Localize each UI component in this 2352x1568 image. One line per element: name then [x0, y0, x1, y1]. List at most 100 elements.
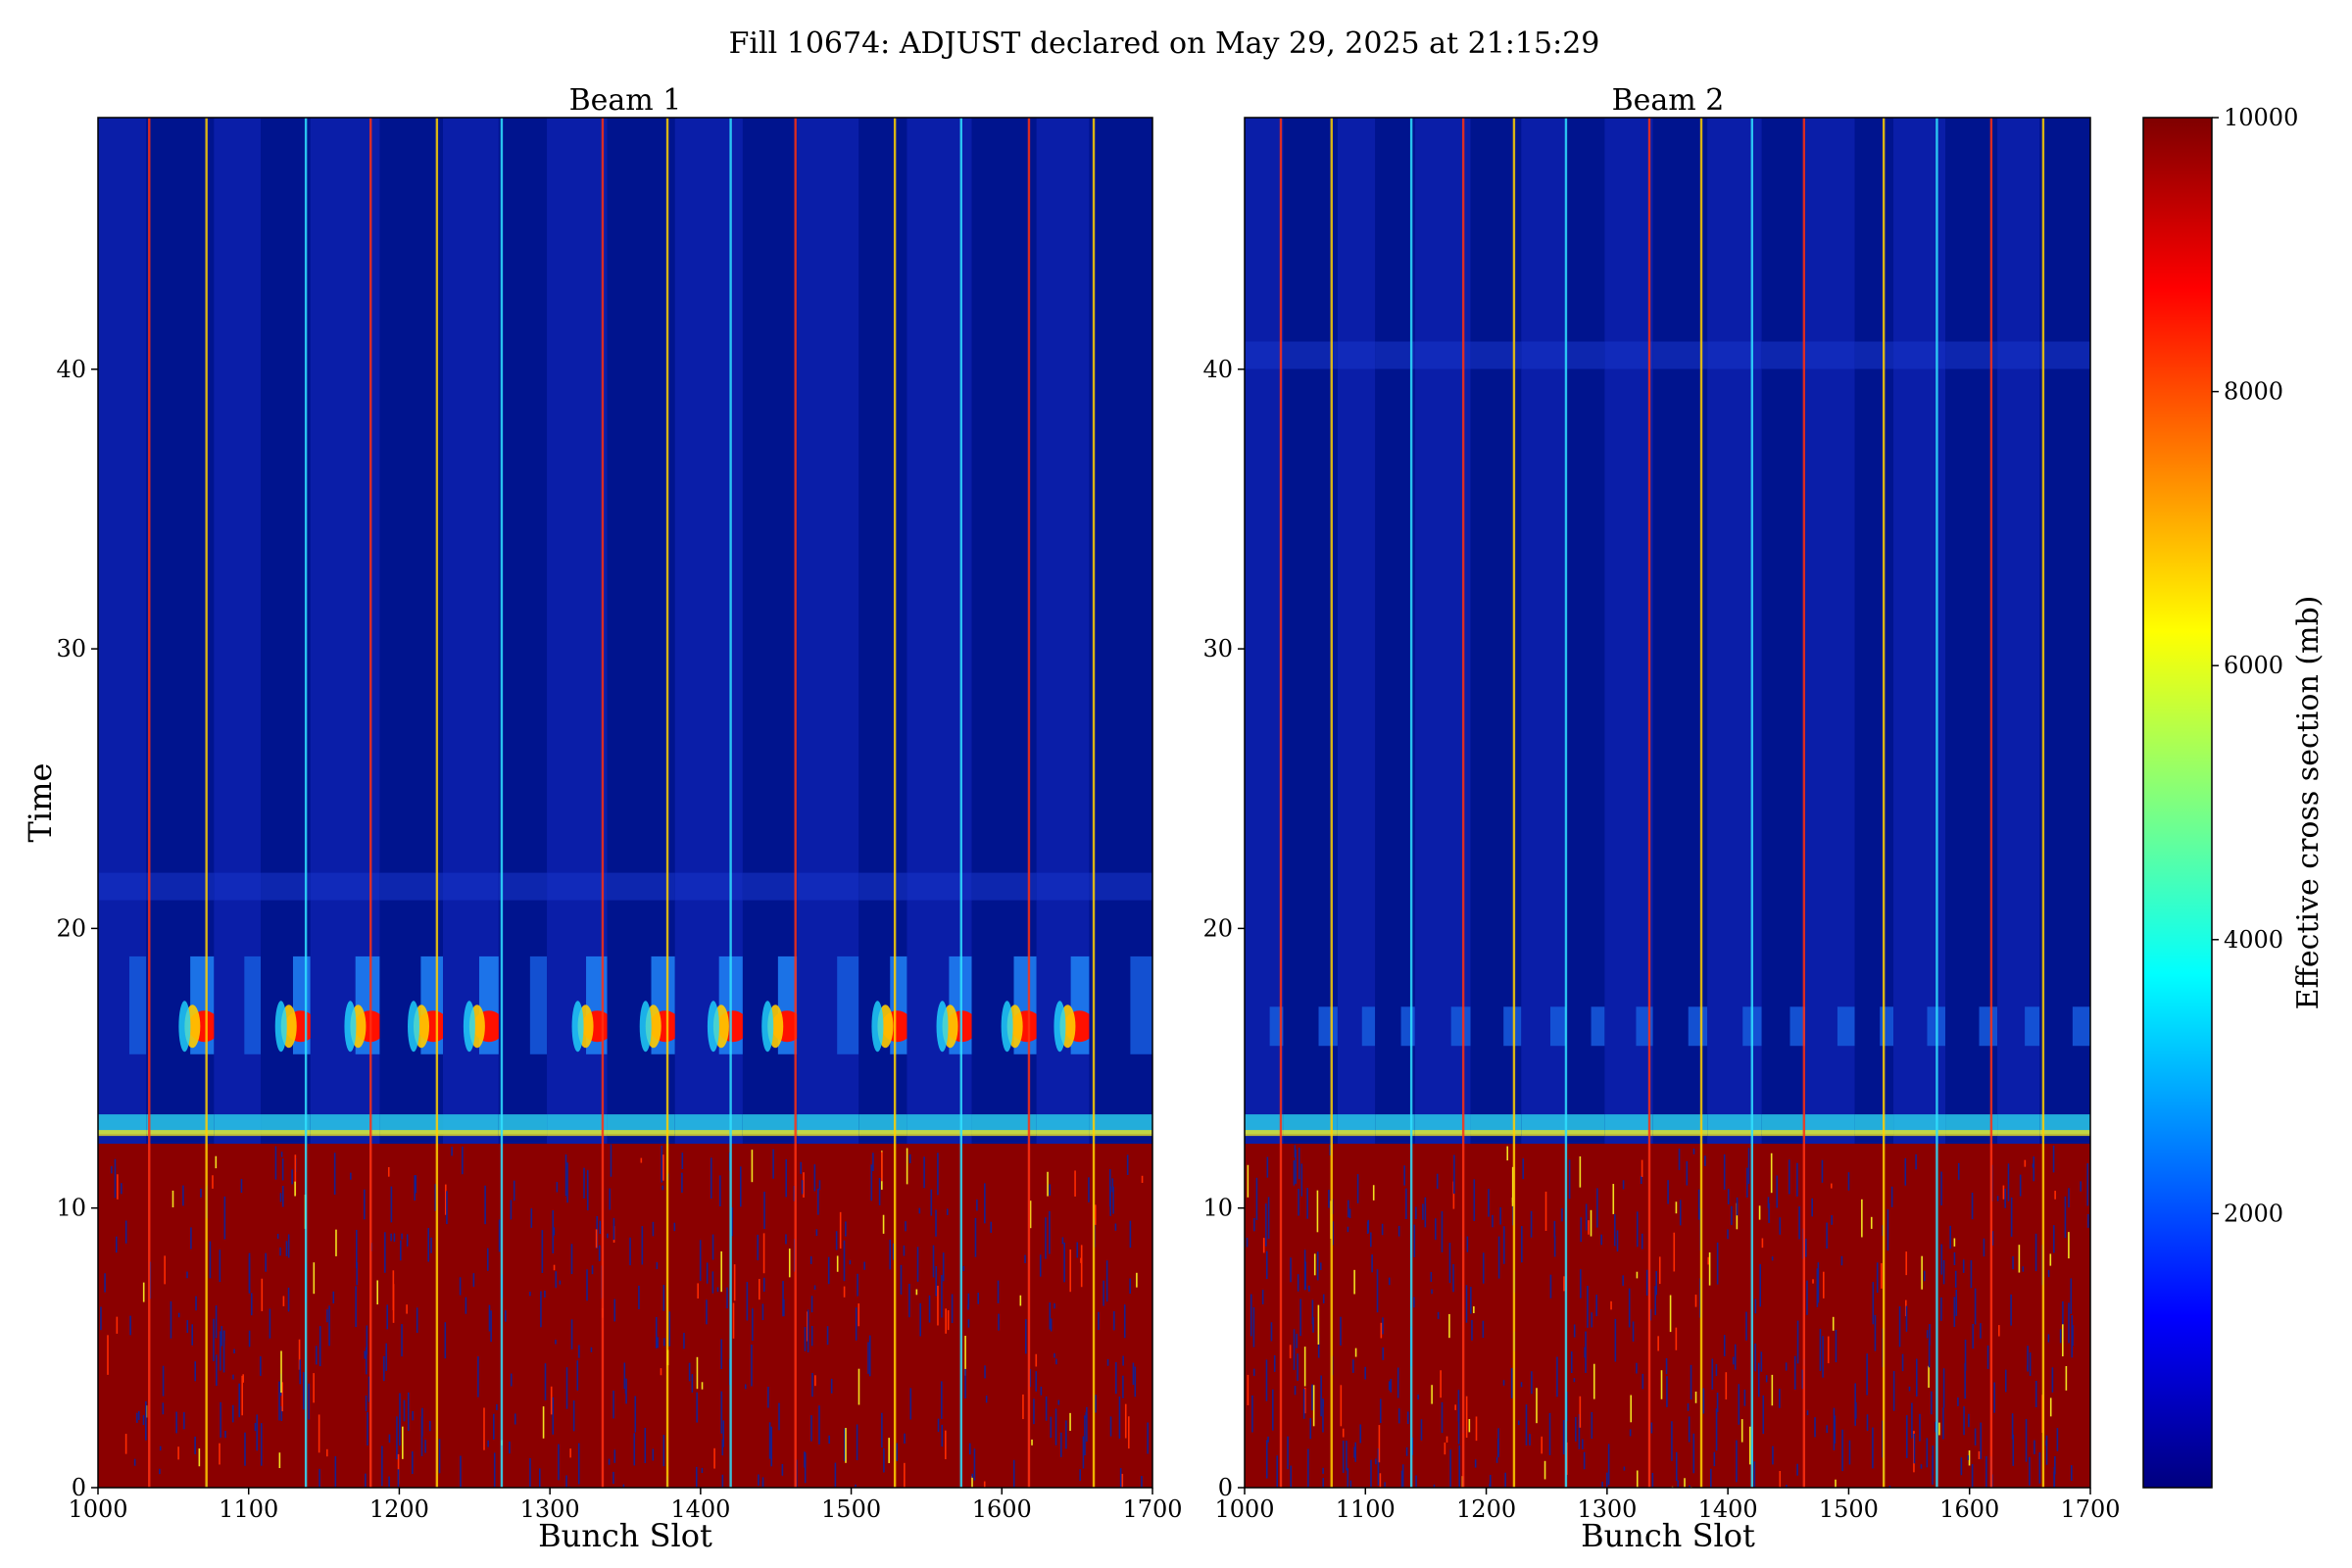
onset-band	[906, 1114, 972, 1135]
secondary-band	[1337, 341, 1376, 369]
bright-column	[665, 118, 669, 1488]
bright-column	[1330, 118, 1333, 1488]
colorbar-tick-label: 2000	[2224, 1200, 2283, 1227]
onset-band	[1945, 1114, 1998, 1135]
peak-band	[2025, 1006, 2040, 1047]
train-column	[1805, 118, 1855, 1145]
x-tick-label: 1100	[219, 1495, 278, 1523]
secondary-band	[971, 872, 1037, 901]
peak-band	[1503, 1006, 1522, 1047]
train-column	[1565, 118, 1605, 1145]
onset-band	[98, 1114, 147, 1135]
secondary-band	[2039, 341, 2090, 369]
bright-column	[1936, 118, 1938, 1488]
peak-band	[1361, 1006, 1376, 1047]
train-column	[1604, 118, 1653, 1145]
secondary-band	[1089, 872, 1152, 901]
beam-2-frame	[1244, 117, 2091, 1489]
bright-column	[1027, 118, 1031, 1488]
onset-band	[1565, 1114, 1605, 1135]
secondary-band	[858, 872, 907, 901]
onset-band	[1893, 1114, 1946, 1135]
beam-2-x-axis-label: Bunch Slot	[1581, 1517, 1755, 1554]
beam-2-panel: Beam 2 1000 1100 1200 1300 1400 1500 1600 1700 …	[1202, 83, 2120, 1554]
colorbar-gradient	[2142, 117, 2213, 1489]
beam-1-panel: Beam 1 1000 1100 1200 1300 1400 1500 1600 1700 …	[22, 83, 1183, 1554]
bright-column	[1512, 118, 1516, 1488]
beam-2-title: Beam 2	[1612, 83, 1725, 118]
onset-band	[261, 1114, 311, 1135]
secondary-band	[1283, 341, 1338, 369]
onset-band	[1414, 1114, 1471, 1135]
bright-column	[1989, 118, 1993, 1488]
y-tick-label: 0	[1218, 1474, 1233, 1501]
secondary-band	[674, 872, 743, 901]
secondary-band	[607, 872, 675, 901]
bright-column	[2041, 118, 2045, 1488]
y-tick-label: 20	[1202, 914, 1233, 942]
bright-column	[1279, 118, 1283, 1488]
beam-1-frame	[97, 117, 1153, 1489]
peak-band	[2072, 1006, 2090, 1047]
y-tick-label: 40	[1202, 356, 1233, 383]
secondary-band	[379, 872, 444, 901]
secondary-band	[1565, 341, 1605, 369]
beam-2-y-ticks: 0 10 20 30 40	[1202, 356, 1245, 1501]
train-column	[1414, 118, 1471, 1145]
secondary-band	[1375, 341, 1415, 369]
onset-band	[547, 1114, 608, 1135]
onset-band	[1375, 1114, 1415, 1135]
bright-column	[435, 118, 439, 1488]
colorbar: 2000 4000 6000 8000 10000 Effective cross se…	[2142, 104, 2326, 1489]
bright-column	[148, 118, 151, 1488]
secondary-band	[1470, 341, 1522, 369]
onset-band	[1470, 1114, 1522, 1135]
beam-1-title: Beam 1	[569, 83, 682, 118]
x-tick-label: 1400	[670, 1495, 730, 1523]
secondary-band	[1805, 341, 1855, 369]
train-column	[1375, 118, 1415, 1145]
secondary-band	[443, 872, 499, 901]
x-tick-label: 1300	[520, 1495, 580, 1523]
bright-column	[794, 118, 797, 1488]
peak-band	[1789, 1006, 1806, 1047]
x-tick-label: 1600	[972, 1495, 1032, 1523]
peak-band	[1591, 1006, 1605, 1047]
train-column	[1283, 118, 1338, 1145]
secondary-band	[498, 872, 548, 901]
x-tick-label: 1100	[1336, 1495, 1396, 1523]
y-tick-label: 10	[1202, 1195, 1233, 1222]
secondary-band	[1521, 341, 1566, 369]
onset-band	[214, 1114, 262, 1135]
onset-band	[1283, 1114, 1338, 1135]
onset-band	[1997, 1114, 2040, 1135]
onset-band	[1089, 1114, 1152, 1135]
beam-2-x-ticks: 1000 1100 1200 1300 1400 1500 1600 1700	[1214, 1488, 2121, 1523]
y-tick-label: 10	[56, 1195, 86, 1222]
peak-band	[529, 956, 548, 1054]
onset-band	[443, 1114, 499, 1135]
peak-band	[1880, 1006, 1894, 1047]
bright-column	[1564, 118, 1568, 1488]
onset-band	[379, 1114, 444, 1135]
bright-column	[959, 118, 962, 1488]
secondary-band	[1945, 341, 1998, 369]
colorbar-tick-label: 8000	[2224, 378, 2283, 406]
onset-band	[2039, 1114, 2090, 1135]
y-tick-label: 30	[1202, 635, 1233, 662]
peak-band	[244, 956, 262, 1054]
onset-band	[1805, 1114, 1855, 1135]
bright-column	[1092, 118, 1096, 1488]
bright-column	[1750, 118, 1753, 1488]
secondary-band	[98, 872, 147, 901]
beam-1-x-axis-label: Bunch Slot	[538, 1517, 712, 1554]
y-tick-label: 40	[56, 356, 86, 383]
train-column	[1761, 118, 1806, 1145]
train-column	[1652, 118, 1708, 1145]
onset-band	[1604, 1114, 1653, 1135]
peak-band	[1688, 1006, 1708, 1047]
train-column	[1521, 118, 1566, 1145]
bright-column	[1409, 118, 1413, 1488]
onset-band	[1707, 1114, 1762, 1135]
train-column	[1470, 118, 1522, 1145]
